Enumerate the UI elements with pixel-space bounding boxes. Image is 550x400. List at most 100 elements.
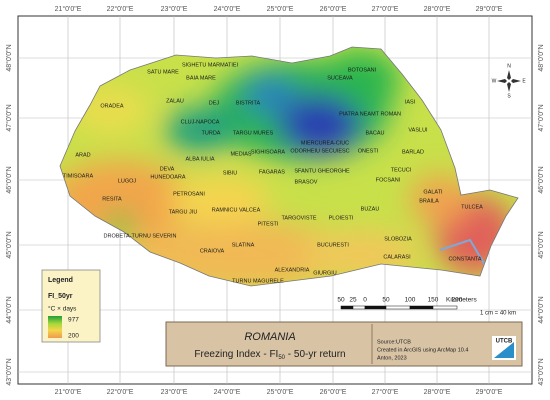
city-label: LUGOJ	[118, 178, 137, 184]
legend-title: Legend	[48, 277, 73, 284]
city-label: TURNU MAGURELE	[232, 278, 284, 284]
city-label: PLOIESTI	[329, 215, 354, 221]
subtitle-sub: 50	[278, 355, 285, 361]
city-label: ODORHEIU SECUIESC	[290, 148, 349, 154]
city-label: BUZAU	[361, 206, 380, 212]
labels: 21°0'0"E 21°0'0"E 22°0'0"E 22°0'0"E 23°0'0"E…	[5, 5, 545, 396]
scale-tick-label: 150	[428, 297, 439, 304]
city-label: CRAIOVA	[200, 248, 225, 254]
longitude-label-top: 28°0'0"E	[424, 5, 451, 13]
scale-tick-label: 50	[337, 297, 345, 304]
scale-bar: Kilometers 1 cm = 40 km 50 25 0 50 100 150 200	[337, 297, 516, 317]
city-label: TIMISOARA	[63, 173, 94, 179]
city-label: CALARASI	[383, 254, 411, 260]
city-label: HUNEDOARA	[150, 174, 185, 180]
latitude-label-right: 47°0'0"N	[537, 104, 545, 131]
city-label: RESITA	[102, 196, 122, 202]
longitude-label-top: 22°0'0"E	[107, 5, 134, 13]
latitude-label-left: 46°0'0"N	[5, 166, 13, 193]
city-label: DEJ	[209, 100, 220, 106]
city-label: SIGHISOARA	[251, 149, 286, 155]
scale-tick-label: 0	[363, 297, 367, 304]
city-label: ORADEA	[100, 103, 124, 109]
city-label: FAGARAS	[259, 169, 285, 175]
title-panel	[165, 321, 523, 367]
city-label: BISTRITA	[236, 100, 261, 106]
author: Anton, 2023	[377, 355, 407, 361]
scale-tick-label: 25	[349, 297, 357, 304]
software: Created in ArcGIS using ArcMap 10.4	[377, 347, 468, 353]
city-label: PITESTI	[258, 221, 279, 227]
city-label: BUCURESTI	[317, 242, 349, 248]
city-label: SUCEAVA	[327, 75, 353, 81]
city-label: RAMNICU VALCEA	[212, 207, 261, 213]
longitude-label-bottom: 21°0'0"E	[55, 388, 82, 396]
compass-n: N	[507, 63, 511, 69]
compass-e: E	[522, 78, 526, 84]
logo-text: UTCB	[496, 339, 513, 345]
city-label: TARGOVISTE	[281, 215, 316, 221]
longitude-label-bottom: 23°0'0"E	[161, 388, 188, 396]
scale-tick-label: 100	[405, 297, 416, 304]
latitude-label-right: 46°0'0"N	[537, 166, 545, 193]
longitude-label-bottom: 26°0'0"E	[320, 388, 347, 396]
city-label: DROBETA-TURNU SEVERIN	[104, 233, 177, 239]
compass-s: S	[507, 93, 511, 99]
subtitle: Freezing Index - FI50 - 50-yr return	[194, 349, 345, 361]
city-label: BARLAD	[402, 149, 424, 155]
city-label: MIERCUREA-CIUC	[301, 140, 349, 146]
scale-segment	[409, 305, 434, 310]
scale-unit: Kilometers	[446, 297, 477, 304]
scale-segment	[340, 305, 354, 310]
scale-ratio: 1 cm = 40 km	[480, 311, 516, 317]
city-label: SFANTU GHEORGHE	[294, 168, 350, 174]
scale-segment	[364, 305, 387, 310]
latitude-label-right: 44°0'0"N	[537, 296, 545, 323]
city-label: PIATRA NEAMT ROMAN	[339, 111, 401, 117]
city-label: CLUJ-NAPOCA	[181, 119, 220, 125]
city-label: TARGU JIU	[169, 209, 198, 215]
city-label: MEDIAS	[230, 151, 251, 157]
city-label: ARAD	[75, 152, 90, 158]
city-label: BAIA MARE	[186, 75, 216, 81]
longitude-label-top: 26°0'0"E	[320, 5, 347, 13]
longitude-label-top: 27°0'0"E	[372, 5, 399, 13]
legend-layer: FI_50yr	[48, 293, 73, 300]
longitude-label-bottom: 29°0'0"E	[476, 388, 503, 396]
latitude-label-left: 48°0'0"N	[5, 44, 13, 71]
compass-rose	[497, 70, 521, 92]
longitude-label-top: 29°0'0"E	[476, 5, 503, 13]
latitude-label-left: 47°0'0"N	[5, 104, 13, 131]
city-label: VASLUI	[408, 127, 428, 133]
city-label: BOTOSANI	[348, 67, 377, 73]
longitude-label-top: 24°0'0"E	[214, 5, 241, 13]
title-box: ROMANIA Freezing Index - FI50 - 50-yr re…	[165, 321, 523, 367]
scale-segment	[432, 305, 458, 310]
city-label: ZALAU	[166, 98, 184, 104]
title: ROMANIA	[244, 331, 295, 343]
latitude-label-left: 43°0'0"N	[5, 358, 13, 385]
latitude-label-left: 45°0'0"N	[5, 231, 13, 258]
legend-min: 200	[68, 333, 79, 340]
city-label: GIURGIU	[313, 270, 337, 276]
source: Source:UTCB	[377, 339, 411, 345]
city-label: BRAILA	[419, 198, 439, 204]
city-label: IASI	[405, 99, 416, 105]
city-label: SLATINA	[232, 242, 255, 248]
latitude-label-right: 48°0'0"N	[537, 44, 545, 71]
longitude-label-top: 21°0'0"E	[55, 5, 82, 13]
city-label: BACAU	[366, 130, 385, 136]
scale-segment	[385, 305, 411, 310]
city-label: ALBA IULIA	[185, 156, 214, 162]
compass: N S W E	[492, 63, 527, 99]
city-label: SIGHETU MARMATIEI	[182, 62, 239, 68]
longitude-label-bottom: 28°0'0"E	[424, 388, 451, 396]
city-label: DEVA	[160, 166, 175, 172]
scale-tick-label: 200	[452, 297, 463, 304]
subtitle-end: - 50-yr return	[285, 349, 346, 360]
city-label: PETROSANI	[173, 191, 205, 197]
longitude-label-bottom: 27°0'0"E	[372, 388, 399, 396]
legend: Legend FI_50yr °C × days 977 200	[41, 269, 101, 343]
city-label: SLOBOZIA	[384, 236, 412, 242]
